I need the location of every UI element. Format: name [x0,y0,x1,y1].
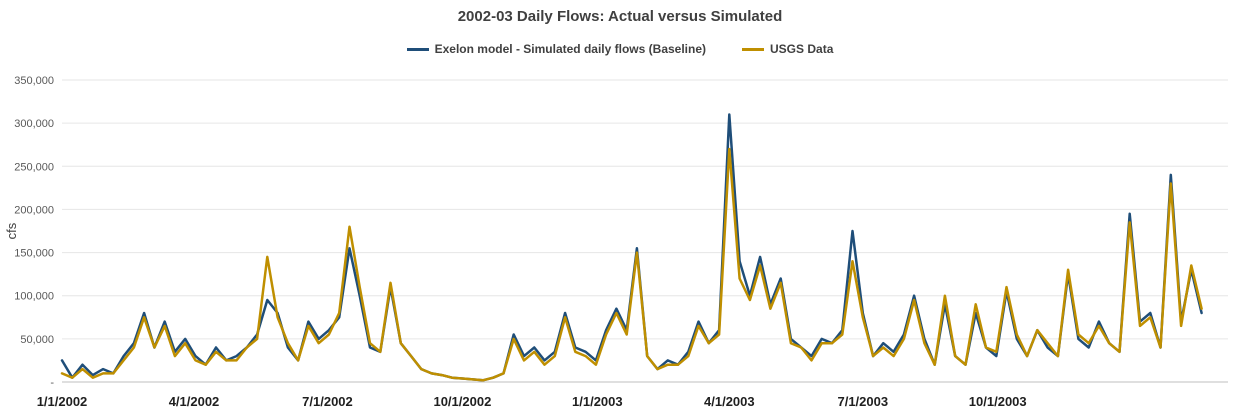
x-tick-label: 4/1/2002 [169,394,220,409]
x-tick-label: 1/1/2002 [37,394,88,409]
legend-label-model: Exelon model - Simulated daily flows (Ba… [434,42,707,56]
y-tick-label: 150,000 [14,248,54,260]
y-tick-label: 200,000 [14,204,54,216]
legend-item-model: Exelon model - Simulated daily flows (Ba… [406,42,707,56]
legend-swatch-model [406,47,429,51]
y-tick-label: - [50,377,54,389]
legend-swatch-usgs [742,47,765,51]
y-tick-label: 350,000 [14,75,54,87]
chart-title: 2002-03 Daily Flows: Actual versus Simul… [457,8,783,25]
y-axis-label: cfs [4,222,19,239]
y-tick-label: 250,000 [14,161,54,173]
x-tick-label: 10/1/2002 [433,394,491,409]
x-tick-label: 10/1/2003 [969,394,1027,409]
x-tick-label: 4/1/2003 [704,394,755,409]
x-tick-label: 7/1/2003 [837,394,888,409]
series-line-usgs [60,147,1203,382]
y-tick-label: 300,000 [14,118,54,130]
y-tick-label: 100,000 [14,291,54,303]
legend-label-usgs: USGS Data [770,42,834,56]
x-tick-label: 1/1/2003 [572,394,623,409]
y-tick-label: 50,000 [20,334,54,346]
series-line-model [60,113,1203,382]
legend: Exelon model - Simulated daily flows (Ba… [0,42,1240,56]
x-tick-label: 7/1/2002 [302,394,353,409]
legend-item-usgs: USGS Data [742,42,833,56]
